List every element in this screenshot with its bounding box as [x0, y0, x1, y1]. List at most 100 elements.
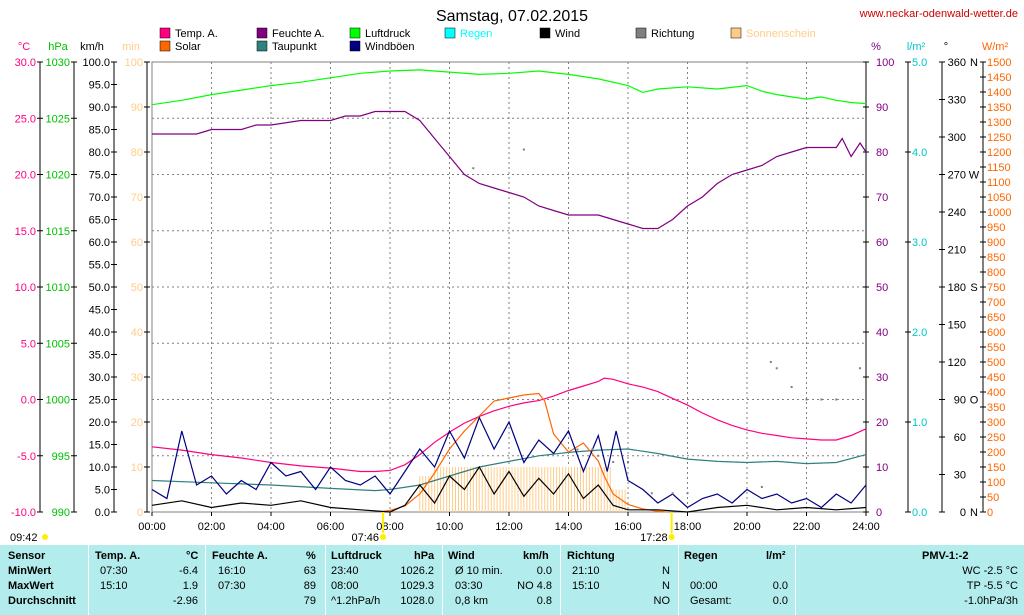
- legend-swatch: [539, 27, 551, 39]
- sunshine-tick-label: 30: [131, 372, 143, 384]
- sunshine-tick-label: 0: [137, 507, 143, 519]
- sunshine-tick-label: 40: [131, 327, 143, 339]
- solar-tick-label: 400: [987, 387, 1005, 399]
- pressure-tick-label: 1015: [46, 226, 70, 238]
- plot-grid: [151, 61, 867, 513]
- solar-tick-label: 300: [987, 417, 1005, 429]
- direction-tick-label: 270: [948, 170, 966, 182]
- series-line: [151, 415, 867, 509]
- time-tick-label: 02:00: [198, 521, 226, 533]
- humidity-tick-label: 30: [876, 372, 888, 384]
- sunshine-tick-label: 90: [131, 102, 143, 114]
- humidity-tick-label: 40: [876, 327, 888, 339]
- sunrise-time: 07:46: [352, 532, 380, 544]
- direction-point: [769, 361, 772, 363]
- solar-tick-label: 650: [987, 312, 1005, 324]
- rain-tick-label: 2.0: [912, 327, 927, 339]
- sunshine-unit-label: min: [122, 41, 140, 53]
- direction-point: [835, 398, 838, 401]
- solar-tick-label: 850: [987, 252, 1005, 264]
- solar-tick-label: 800: [987, 267, 1005, 279]
- header-humidity: Feuchte A.: [212, 550, 268, 562]
- stat-press-time: 08:00: [331, 580, 359, 592]
- temp-tick-label: -5.0: [17, 451, 36, 463]
- time-tick-label: 06:00: [317, 521, 345, 533]
- solar-tick-label: 1500: [987, 57, 1011, 69]
- direction-point: [820, 398, 823, 401]
- moonset-time: 09:42: [10, 532, 38, 544]
- direction-point: [760, 486, 763, 488]
- legend-label: Sonnenschein: [746, 28, 816, 40]
- sunshine-tick-label: 80: [131, 147, 143, 159]
- solar-tick-label: 350: [987, 402, 1005, 414]
- sunshine-tick-label: 100: [125, 57, 143, 69]
- wind-tick-label: 100.0: [82, 57, 110, 69]
- stat-dir-time: 21:10: [572, 565, 600, 577]
- direction-tick-label: 330: [948, 95, 966, 107]
- sunshine-tick-label: 70: [131, 192, 143, 204]
- series-line: [151, 465, 867, 513]
- legend-label: Regen: [460, 28, 492, 40]
- solar-tick-label: 950: [987, 222, 1005, 234]
- stat-temp-val: -2.96: [172, 595, 198, 607]
- humidity-tick-label: 60: [876, 237, 888, 249]
- series-line: [378, 392, 667, 513]
- pressure-tick-label: 990: [52, 507, 70, 519]
- humidity-tick-label: 10: [876, 462, 888, 474]
- time-tick-label: 18:00: [674, 521, 702, 533]
- legend-label: Feuchte A.: [272, 28, 325, 40]
- direction-tick-label: 180: [948, 282, 966, 294]
- time-tick-label: 14:00: [555, 521, 583, 533]
- wind-tick-label: 40.0: [89, 327, 110, 339]
- stat-hum-time: 07:30: [218, 580, 246, 592]
- time-tick-label: 10:00: [436, 521, 464, 533]
- sun-markers: 09:42 07:46 17:28: [10, 512, 675, 544]
- pressure-unit-label: hPa: [48, 41, 68, 53]
- stat-wind-val: 0.0: [536, 565, 552, 577]
- wind-tick-label: 0.0: [95, 507, 110, 519]
- time-tick-label: 00:00: [138, 521, 166, 533]
- header-temp-unit: °C: [186, 550, 199, 562]
- temp-tick-label: 20.0: [15, 170, 36, 182]
- direction-point: [686, 492, 689, 495]
- stat-temp-val: -6.4: [179, 565, 198, 577]
- legend-swatch: [256, 40, 268, 52]
- rain-unit-label: l/m²: [907, 41, 926, 53]
- humidity-tick-label: 50: [876, 282, 888, 294]
- legend-label: Luftdruck: [365, 28, 411, 40]
- direction-point: [671, 492, 674, 495]
- solar-tick-label: 900: [987, 237, 1005, 249]
- temp-tick-label: 0.0: [21, 395, 36, 407]
- stat-press-val: 1028.0: [400, 595, 434, 607]
- legend-swatch: [635, 27, 647, 39]
- stat-press-val: 1029.3: [400, 580, 434, 592]
- direction-point: [591, 448, 594, 451]
- stat-label: MaxWert: [8, 580, 54, 592]
- solar-tick-label: 50: [987, 492, 999, 504]
- wind-unit-label: km/h: [80, 41, 104, 53]
- header-rain: Regen: [684, 550, 718, 562]
- stat-label: MinWert: [8, 565, 52, 577]
- wind-tick-label: 45.0: [89, 305, 110, 317]
- stat-dir-val: N: [662, 565, 670, 577]
- direction-tick-label: 0: [960, 507, 966, 519]
- stat-hum-val: 63: [303, 565, 316, 577]
- solar-tick-label: 1050: [987, 192, 1011, 204]
- temp-tick-label: -10.0: [11, 507, 36, 519]
- direction-tick-label: 60: [954, 432, 966, 444]
- header-pressure-unit: hPa: [414, 550, 435, 562]
- stat-press-time: ^1.2hPa/h: [331, 595, 381, 607]
- humidity-tick-label: 90: [876, 102, 888, 114]
- legend-label: Temp. A.: [175, 28, 218, 40]
- solar-tick-label: 1000: [987, 207, 1011, 219]
- direction-compass-label: N: [970, 57, 978, 69]
- stat-dir-val: NO: [653, 595, 671, 607]
- direction-compass-label: W: [969, 170, 980, 182]
- legend-swatch: [256, 27, 268, 39]
- humidity-tick-label: 100: [876, 57, 894, 69]
- wind-tick-label: 65.0: [89, 215, 110, 227]
- direction-tick-label: 120: [948, 357, 966, 369]
- sunrise-marker: [380, 534, 387, 540]
- stat-hum-time: 16:10: [218, 565, 246, 577]
- wind-tick-label: 15.0: [89, 440, 110, 452]
